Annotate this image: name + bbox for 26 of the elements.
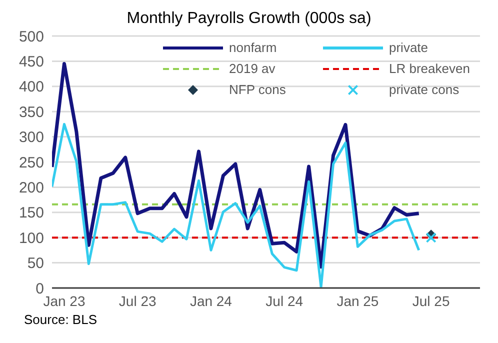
legend-label: private cons [389, 82, 460, 97]
x-tick-label: Jan 25 [336, 292, 379, 309]
legend-label: NFP cons [229, 82, 286, 97]
chart-title: Monthly Payrolls Growth (000s sa) [126, 9, 372, 29]
y-tick-label: 350 [18, 104, 44, 121]
y-tick-label: 300 [18, 129, 44, 146]
legend-label: nonfarm [229, 40, 277, 55]
x-tick-label: Jul 25 [412, 292, 450, 309]
y-tick-label: 200 [18, 180, 44, 197]
y-tick-label: 450 [18, 54, 44, 71]
y-tick-label: 250 [18, 154, 44, 172]
x-tick-label: Jan 24 [190, 292, 232, 309]
x-tick-label: Jan 23 [43, 292, 86, 309]
x-tick-label: Jul 24 [266, 292, 304, 309]
legend-label: private [389, 40, 428, 55]
line-series [52, 122, 420, 288]
y-tick-label: 150 [18, 204, 44, 222]
y-tick-label: 100 [18, 230, 44, 247]
x-tick-label: Jul 23 [118, 292, 156, 309]
y-tick-label: 50 [27, 255, 44, 272]
y-tick-label: 400 [18, 78, 44, 96]
y-tick-label: 500 [18, 28, 44, 46]
y-tick-label: 0 [36, 280, 44, 298]
legend-label: 2019 av [229, 61, 276, 76]
legend-label: LR breakeven [389, 61, 470, 76]
source-note: Source: BLS [23, 312, 98, 327]
